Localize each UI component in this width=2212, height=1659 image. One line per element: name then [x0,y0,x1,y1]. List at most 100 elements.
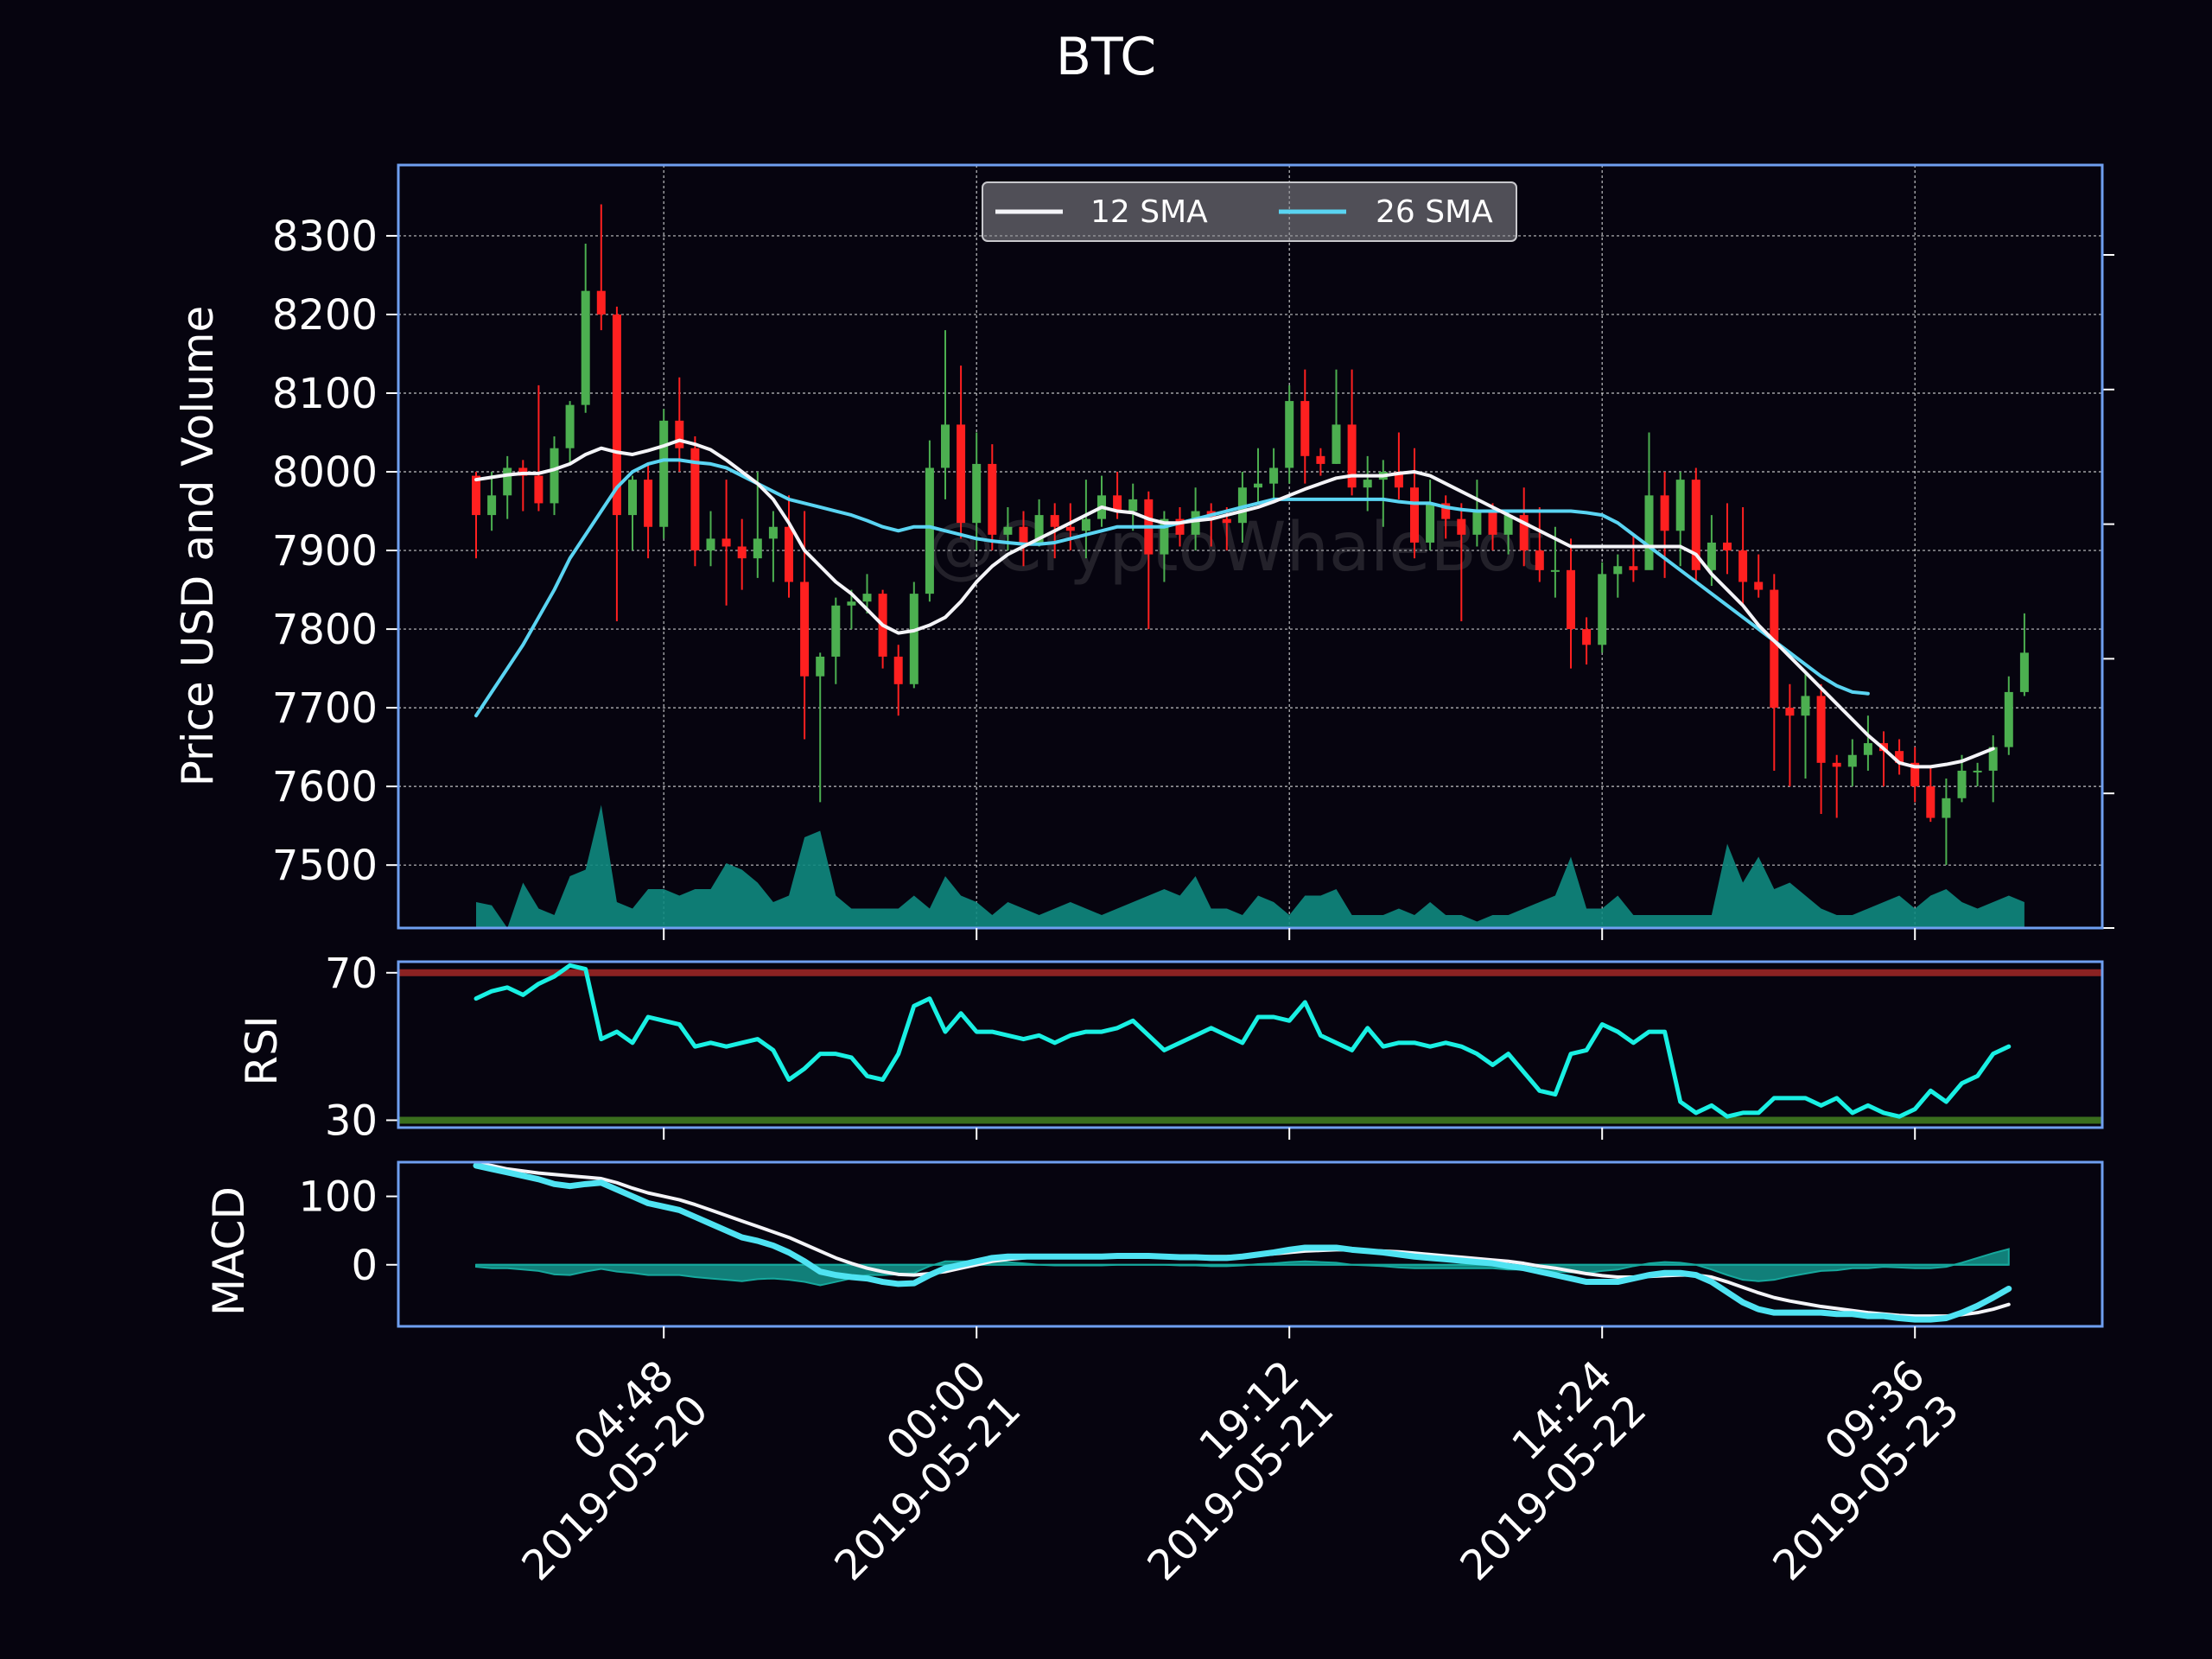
candle-body [612,314,621,516]
candle-up [1598,562,1607,653]
legend-label-sma26: 26 SMA [1376,194,1493,230]
candle-body [1957,770,1967,798]
candle-body [690,448,700,551]
candle-up [1988,734,1998,803]
candle-body [1613,566,1623,575]
candle-down [957,365,966,539]
candle-body [628,480,637,516]
price-y-tick-label: 7900 [272,527,378,575]
chart-title: BTC [1056,27,1156,87]
macd-panel-frame [397,1160,2104,1328]
candle-body [1847,754,1857,767]
candle-down [690,436,700,567]
candle-up [909,582,918,689]
candle-down [1065,503,1075,551]
candle-body [1973,770,1982,772]
candle-body [941,424,950,468]
candle-body [1988,747,1998,771]
candle-down [737,518,747,590]
candle-down [1723,503,1732,575]
candle-body [1598,574,1607,645]
legend-label-sma12: 12 SMA [1090,194,1208,230]
candle-body [1332,424,1341,464]
candle-body [1316,455,1325,464]
candle-body [785,526,793,582]
candle-down [1567,538,1575,669]
candle-up [972,432,982,551]
sma12-line [474,438,1995,769]
candle-down [518,460,528,512]
rsi-panel: 30 70 RSI [237,950,2104,1145]
price-y-axis-label: Price USD and Volume [173,306,223,787]
candle-up [1613,554,1623,598]
candle-body [1723,542,1732,551]
candle-body [1816,696,1826,763]
price-y-tick-label: 8100 [272,370,378,418]
candle-down [1816,683,1826,815]
candle-body [1691,480,1700,570]
candle-body [909,594,918,684]
candle-body [972,463,982,524]
candle-up [1503,511,1513,555]
candle-down [1770,574,1779,771]
candle-body [1426,503,1435,543]
candle-down [1754,554,1764,598]
candle-up [1847,739,1857,787]
candle-up [831,597,841,684]
candle-body [1738,550,1748,582]
candle-body [862,594,872,602]
volume-secondary-axis [2102,254,2114,929]
candle-up [1128,483,1138,531]
price-y-tick-label: 7500 [272,842,378,890]
candle-down [1457,503,1466,621]
candle-body [957,424,966,524]
candle-body [1300,401,1310,456]
candle-down [472,472,480,559]
candle-body [1942,798,1951,818]
candle-body [988,463,997,535]
candle-body [1503,515,1513,535]
candle-body [1128,499,1138,512]
rsi-line [474,963,2012,1119]
candle-down [1895,739,1904,775]
candle-body [1457,518,1466,535]
candle-down [1629,534,1638,582]
candle-up [941,330,950,499]
candle-body [816,656,825,677]
candle-body [2019,652,2029,692]
price-panel: @CryptoWhaleBot 7500 7600 7700 7800 7900 8000… [173,163,2114,930]
candle-body [503,467,512,496]
price-y-tick-label: 7800 [272,606,378,654]
candle-body [487,495,497,516]
legend-box [982,181,1517,242]
candle-down [1785,683,1795,787]
candle-down [612,306,621,621]
candle-body [1550,569,1560,572]
candle-body [659,420,669,527]
candle-body [1707,542,1716,570]
volume-area [476,804,2024,928]
candle-body [1441,503,1451,519]
candle-body [581,290,590,405]
candle-body [800,582,810,677]
candle-body [1629,566,1638,570]
candle-body [472,475,480,516]
candle-body [1254,483,1262,488]
candle-up [1363,455,1372,512]
sma26-line [474,458,1870,718]
candle-body [1160,518,1169,555]
candle-body [1863,743,1872,755]
price-y-tick-label: 8000 [272,448,378,497]
candle-body [1832,762,1841,767]
rsi-panel-frame [397,960,2104,1129]
candle-down [1832,754,1841,818]
candle-up [565,401,575,464]
price-y-tick-label: 7700 [272,684,378,733]
candle-up [925,440,934,602]
price-panel-frame [397,163,2104,930]
candle-body [1910,762,1920,787]
candle-body [1050,515,1059,527]
candle-up [1801,672,1810,779]
